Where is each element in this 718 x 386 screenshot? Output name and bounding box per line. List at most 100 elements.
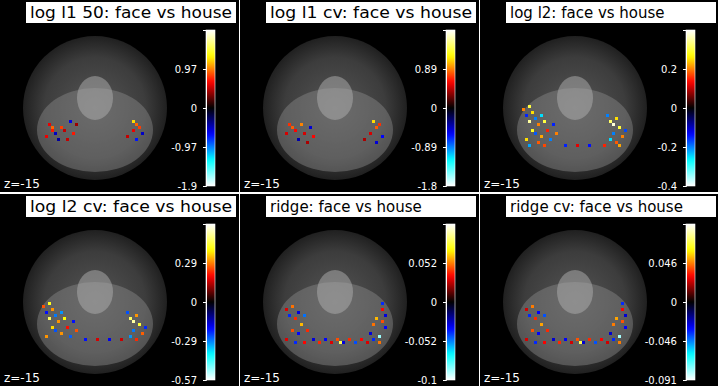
- voxel: [66, 138, 69, 141]
- colorbar-tick-mark: [443, 147, 446, 148]
- slice-label: z=-15: [484, 177, 520, 191]
- brain-image: [23, 36, 167, 180]
- title: log l1 50: face vs house: [30, 4, 232, 22]
- slice-label: z=-15: [4, 371, 40, 385]
- colorbar-tick-label: 0.046: [648, 258, 677, 269]
- voxel: [618, 335, 621, 338]
- voxel: [135, 138, 138, 141]
- voxel: [612, 323, 615, 326]
- colorbar-tick-label: 0.97: [175, 64, 197, 75]
- voxel: [618, 341, 621, 344]
- colorbar-tick-label: -1.9: [177, 181, 197, 192]
- voxel: [525, 114, 528, 117]
- voxel: [522, 108, 525, 111]
- voxel: [129, 335, 132, 338]
- voxel: [48, 302, 51, 305]
- voxel: [45, 135, 48, 138]
- voxel: [135, 338, 138, 341]
- voxel: [375, 141, 378, 144]
- colorbar-axis-line: [683, 225, 687, 381]
- title-box: [26, 196, 236, 217]
- colorbar-tick: -0.046: [645, 336, 686, 347]
- voxel: [135, 123, 138, 126]
- brain-outline: [263, 230, 407, 374]
- voxel: [285, 308, 288, 311]
- colorbar-tick-mark: [683, 186, 686, 187]
- voxel: [615, 141, 618, 144]
- colorbar-tick-label: -0.052: [405, 336, 437, 347]
- colorbar-tick-mark: [683, 341, 686, 342]
- voxel: [372, 338, 375, 341]
- voxel: [381, 302, 384, 305]
- voxel: [57, 138, 60, 141]
- voxel: [534, 132, 537, 135]
- colorbar-tick-mark: [683, 380, 686, 381]
- panel: 0.970-0.97-1.9log l1 50: face vs housez=…: [0, 0, 239, 192]
- voxels: [525, 302, 627, 344]
- voxel: [372, 120, 375, 123]
- voxel: [120, 338, 123, 341]
- voxel: [84, 338, 87, 341]
- title: log l2: face vs house: [510, 4, 665, 22]
- voxels: [522, 105, 627, 147]
- voxel: [60, 332, 63, 335]
- voxel: [75, 329, 78, 332]
- colorbar-tick: -0.97: [171, 142, 206, 153]
- slice-label: z=-15: [4, 177, 40, 191]
- voxel: [618, 144, 621, 147]
- voxel: [612, 123, 615, 126]
- brain-outline: [23, 230, 167, 374]
- voxel: [375, 317, 378, 320]
- title: log l2 cv: face vs house: [30, 198, 232, 216]
- colorbar-tick-label: 0.2: [661, 64, 677, 75]
- voxel: [303, 132, 306, 135]
- colorbar-axis: 0.890-0.89-1.8: [411, 31, 446, 192]
- voxel: [342, 341, 345, 344]
- voxel: [63, 129, 66, 132]
- brain-stem: [317, 270, 353, 314]
- colorbar-tick: 0: [671, 297, 686, 308]
- voxel: [576, 338, 579, 341]
- voxels: [42, 302, 147, 341]
- colorbar-tick-label: -0.97: [171, 142, 197, 153]
- voxel: [384, 314, 387, 317]
- colorbar-axis: 0.20-0.2-0.4: [657, 31, 686, 192]
- voxel: [369, 332, 372, 335]
- panel-background: [240, 0, 479, 192]
- colorbar-tick: -1.8: [417, 181, 446, 192]
- colorbar-tick-mark: [203, 147, 206, 148]
- brain-outline: [503, 36, 647, 180]
- voxel: [540, 323, 543, 326]
- voxel: [537, 332, 540, 335]
- voxel: [606, 114, 609, 117]
- voxel: [543, 341, 546, 344]
- voxel: [339, 341, 342, 344]
- voxel: [621, 308, 624, 311]
- colorbar-tick: -1.9: [177, 181, 206, 192]
- voxel: [525, 138, 528, 141]
- colorbar-tick: 0.89: [415, 64, 446, 75]
- title-box: [266, 196, 476, 217]
- colorbar-tick-mark: [683, 263, 686, 264]
- colorbar-tick-mark: [443, 341, 446, 342]
- colorbar-axis-line: [683, 31, 687, 187]
- voxel: [621, 320, 624, 323]
- voxel: [543, 314, 546, 317]
- brain-stem: [77, 270, 113, 314]
- voxel: [60, 126, 63, 129]
- voxel: [543, 120, 546, 123]
- voxel: [576, 144, 579, 147]
- voxel: [144, 326, 147, 329]
- voxel: [288, 314, 291, 317]
- brain-stem: [557, 76, 593, 120]
- voxel: [609, 120, 612, 123]
- brain-image: [23, 230, 167, 374]
- colorbar-tick-mark: [203, 341, 206, 342]
- panel: 0.20-0.2-0.4 log l2: face vs house z=-15: [480, 0, 718, 192]
- colorbar-tick: 0.29: [175, 258, 206, 269]
- voxel: [558, 341, 561, 344]
- voxel: [537, 311, 540, 314]
- voxel: [42, 305, 45, 308]
- voxel: [546, 329, 549, 332]
- voxel: [285, 338, 288, 341]
